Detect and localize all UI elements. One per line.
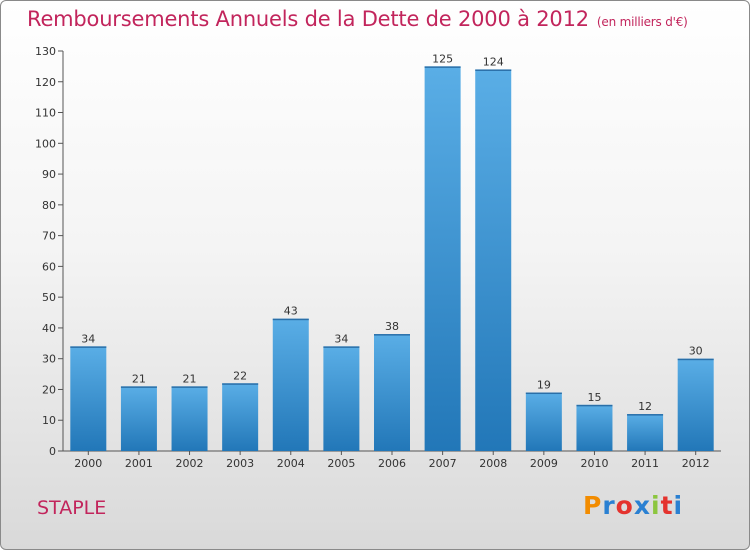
bar-value-label: 38 bbox=[385, 320, 399, 333]
bar[interactable] bbox=[70, 346, 107, 451]
bar[interactable] bbox=[627, 414, 664, 451]
commune-name: STAPLE bbox=[37, 497, 107, 519]
bar[interactable] bbox=[171, 386, 208, 451]
bar[interactable] bbox=[323, 346, 360, 451]
bar-value-label: 34 bbox=[81, 332, 95, 345]
x-tick-label: 2010 bbox=[580, 457, 608, 470]
logo-letter: o bbox=[615, 491, 634, 520]
chart-title-text: Remboursements Annuels de la Dette de 20… bbox=[27, 7, 589, 31]
bar-value-label: 19 bbox=[537, 379, 551, 392]
bar-top-edge bbox=[222, 383, 259, 385]
bar-top-edge bbox=[70, 346, 107, 348]
bar[interactable] bbox=[475, 69, 512, 451]
y-axis: 0 10 20 30 40 50 60 70 80 90 100 110 120 130 bbox=[35, 45, 64, 458]
x-tick-label: 2005 bbox=[327, 457, 355, 470]
y-tick-label: 10 bbox=[42, 414, 56, 427]
x-tick-label: 2003 bbox=[226, 457, 254, 470]
logo-letter: t bbox=[660, 491, 674, 520]
bar-value-label: 21 bbox=[183, 372, 197, 385]
x-tick-label: 2004 bbox=[277, 457, 305, 470]
bar-top-edge bbox=[323, 346, 360, 348]
bar-top-edge bbox=[374, 334, 410, 336]
bar-top-edge bbox=[677, 358, 714, 361]
bar-top-edge bbox=[525, 392, 562, 395]
x-tick-label: 2006 bbox=[378, 457, 406, 470]
bar[interactable] bbox=[677, 358, 714, 451]
y-tick-label: 80 bbox=[42, 199, 56, 212]
bar-top-edge bbox=[120, 386, 157, 388]
bar-top-edge bbox=[272, 318, 309, 321]
logo-letter: P bbox=[583, 491, 603, 520]
y-tick-label: 90 bbox=[42, 168, 56, 181]
y-tick-label: 40 bbox=[42, 322, 56, 335]
bar-value-label: 124 bbox=[483, 55, 504, 68]
x-axis: 2000 2001 2002 2003 2004 2005 2006 2007 2008 2009… bbox=[63, 450, 721, 470]
x-tick-label: 2000 bbox=[74, 457, 102, 470]
y-tick-label: 100 bbox=[35, 137, 56, 150]
bars bbox=[70, 66, 714, 451]
bar-value-label: 12 bbox=[638, 400, 652, 413]
y-tick-label: 0 bbox=[49, 445, 56, 458]
y-tick-label: 30 bbox=[42, 353, 56, 366]
bar-value-label: 34 bbox=[334, 332, 348, 345]
chart-title: Remboursements Annuels de la Dette de 20… bbox=[27, 7, 688, 31]
bar-top-edge bbox=[424, 66, 461, 68]
bar[interactable] bbox=[576, 404, 613, 451]
bar-top-edge bbox=[627, 414, 664, 416]
bar-value-label: 30 bbox=[689, 345, 703, 358]
logo-letter: r bbox=[602, 491, 616, 520]
bar-value-label: 15 bbox=[587, 391, 601, 404]
y-tick-label: 70 bbox=[42, 230, 56, 243]
y-tick-label: 50 bbox=[42, 291, 56, 304]
proxiti-logo[interactable]: Proxiti bbox=[583, 491, 683, 520]
bar[interactable] bbox=[525, 392, 562, 451]
x-tick-label: 2011 bbox=[631, 457, 659, 470]
bar[interactable] bbox=[222, 383, 259, 451]
bar-top-edge bbox=[576, 404, 613, 407]
y-tick-label: 120 bbox=[35, 76, 56, 89]
bar-value-label: 22 bbox=[233, 369, 247, 382]
y-tick-label: 20 bbox=[42, 383, 56, 396]
bar[interactable] bbox=[272, 318, 309, 451]
x-tick-label: 2007 bbox=[429, 457, 457, 470]
x-tick-label: 2001 bbox=[125, 457, 153, 470]
y-tick-label: 130 bbox=[35, 45, 56, 58]
chart-unit: (en milliers d'€) bbox=[596, 15, 688, 29]
x-tick-label: 2012 bbox=[682, 457, 710, 470]
logo-letter: i bbox=[673, 491, 684, 520]
bar[interactable] bbox=[424, 66, 461, 451]
bar-value-label: 21 bbox=[132, 372, 146, 385]
y-tick-label: 110 bbox=[35, 107, 56, 120]
bar[interactable] bbox=[374, 334, 410, 451]
bar-value-label: 125 bbox=[432, 52, 453, 65]
bar-value-label: 43 bbox=[284, 305, 298, 318]
bar[interactable] bbox=[120, 386, 157, 451]
value-labels: 34 21 21 22 43 34 38 125 124 19 15 12 30 bbox=[81, 52, 702, 413]
logo-letter: i bbox=[651, 491, 661, 520]
y-tick-label: 60 bbox=[42, 260, 56, 273]
x-tick-label: 2002 bbox=[176, 457, 204, 470]
x-tick-label: 2008 bbox=[479, 457, 507, 470]
bar-top-edge bbox=[475, 69, 512, 71]
x-tick-label: 2009 bbox=[530, 457, 558, 470]
bar-top-edge bbox=[171, 386, 208, 388]
logo-letter: x bbox=[633, 491, 651, 520]
